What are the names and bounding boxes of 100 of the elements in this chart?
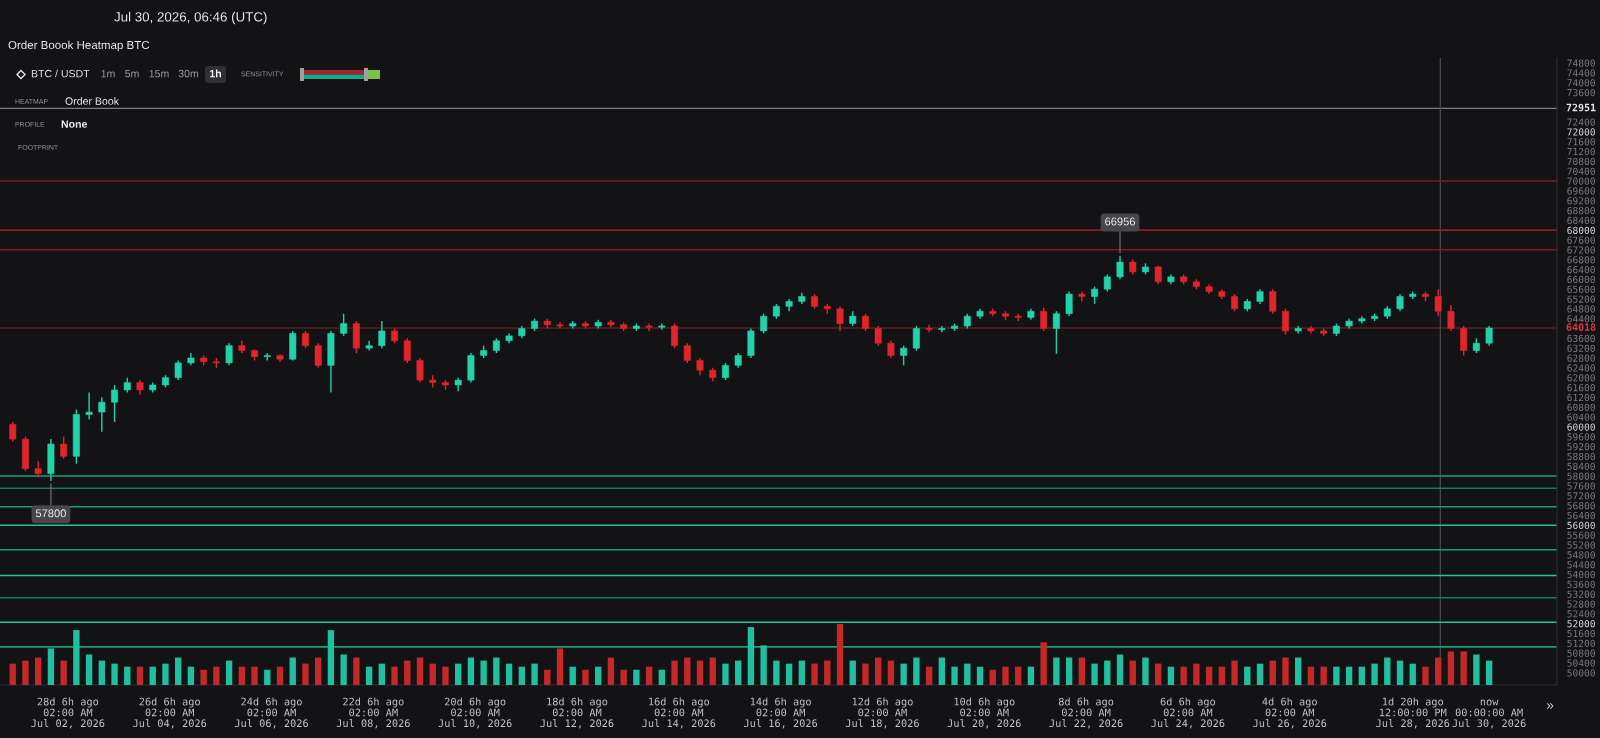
x-tick-label: 28d 6h ago 02:00 AM Jul 02, 2026 xyxy=(31,697,105,729)
bar xyxy=(340,654,347,685)
bar xyxy=(1065,657,1073,685)
bar xyxy=(1218,666,1226,685)
candlestick xyxy=(1269,288,1277,315)
y-tick-label: 65600 xyxy=(1567,285,1595,293)
y-tick-label: 68400 xyxy=(1567,216,1595,225)
y-tick-label: 66400 xyxy=(1567,266,1595,274)
bar xyxy=(1422,666,1429,685)
y-tick-label: 68000 xyxy=(1567,226,1595,234)
candlestick xyxy=(1052,310,1060,355)
bar xyxy=(289,657,296,685)
bar xyxy=(276,666,284,685)
bar xyxy=(1205,666,1213,685)
bar xyxy=(900,663,907,685)
bar xyxy=(467,657,475,685)
y-tick-label: 70000 xyxy=(1567,177,1595,185)
annotation: 66956 xyxy=(1105,217,1135,226)
ref-line-label: 72951 xyxy=(1566,103,1596,112)
y-tick-label: 70400 xyxy=(1567,167,1595,175)
y-tick-label: 61600 xyxy=(1567,384,1595,392)
bar xyxy=(875,657,882,685)
bar xyxy=(925,666,933,685)
bar xyxy=(162,663,169,685)
bar xyxy=(1307,666,1315,685)
candlestick xyxy=(378,320,386,349)
y-tick-label: 74000 xyxy=(1567,79,1595,87)
bar xyxy=(47,648,55,685)
candlestick xyxy=(60,435,68,460)
bar xyxy=(378,663,386,685)
candlestick xyxy=(1434,288,1442,317)
bar xyxy=(824,660,831,685)
y-tick-label: 65200 xyxy=(1567,295,1595,303)
bar xyxy=(1180,666,1187,685)
bar xyxy=(760,645,767,685)
annotation: 5m xyxy=(125,69,139,78)
y-tick-label: 51200 xyxy=(1567,639,1595,647)
bar xyxy=(391,666,398,685)
x-tick-label: 14d 6h ago 02:00 AM Jul 16, 2026 xyxy=(744,697,818,729)
y-tick-label: 66000 xyxy=(1567,275,1595,284)
bar xyxy=(887,660,895,685)
y-tick-label: 54000 xyxy=(1567,570,1595,579)
bar xyxy=(98,660,105,685)
y-tick-label: 63600 xyxy=(1567,334,1595,343)
bar xyxy=(798,660,806,685)
y-tick-label: 58400 xyxy=(1567,462,1595,470)
annotation: BTC / USDT xyxy=(31,69,90,78)
bar xyxy=(722,663,729,685)
x-tick-label: 22d 6h ago 02:00 AM Jul 08, 2026 xyxy=(336,697,410,729)
bar xyxy=(149,666,156,685)
y-tick-label: 60400 xyxy=(1567,413,1595,421)
x-tick-label: 4d 6h ago 02:00 AM Jul 26, 2026 xyxy=(1253,697,1327,729)
candlestick xyxy=(416,357,424,384)
bar xyxy=(1320,666,1327,685)
bar xyxy=(582,669,589,685)
bar xyxy=(989,669,996,685)
bar xyxy=(1002,666,1009,685)
y-tick-label: 70800 xyxy=(1567,157,1595,166)
candlestick xyxy=(34,460,42,478)
bar xyxy=(225,660,233,685)
bar xyxy=(404,660,411,685)
y-tick-label: 54400 xyxy=(1567,561,1595,569)
x-tick-label: 16d 6h ago 02:00 AM Jul 14, 2026 xyxy=(642,697,716,729)
y-tick-label: 54800 xyxy=(1567,551,1595,559)
y-tick-label: 74400 xyxy=(1567,69,1595,77)
candlestick xyxy=(314,342,322,369)
candlestick xyxy=(912,325,920,352)
bar xyxy=(1193,663,1200,685)
candlestick xyxy=(925,324,933,333)
bar xyxy=(429,663,436,685)
bar xyxy=(251,666,258,685)
bar xyxy=(1244,666,1251,685)
bar xyxy=(1295,657,1302,685)
y-tick-label: 59200 xyxy=(1567,443,1595,451)
bar xyxy=(1040,642,1047,685)
annotation: 30m xyxy=(178,69,199,78)
bar xyxy=(785,663,793,685)
bar xyxy=(773,660,780,685)
y-tick-label: 61200 xyxy=(1567,393,1595,402)
bar xyxy=(111,663,118,685)
bar xyxy=(22,660,29,685)
text: » xyxy=(1546,703,1554,709)
bar xyxy=(416,657,424,685)
bar xyxy=(1409,663,1416,685)
candlestick xyxy=(683,342,691,364)
x-tick-label: 12d 6h ago 02:00 AM Jul 18, 2026 xyxy=(845,697,919,729)
bar xyxy=(442,666,449,685)
bar xyxy=(35,657,42,685)
candlestick xyxy=(225,342,233,367)
bar xyxy=(556,648,564,685)
bar xyxy=(1167,666,1175,685)
bar xyxy=(1027,666,1035,685)
annotation: 1h xyxy=(210,69,222,78)
chart-subtitle: Jul 30, 2026, 06:46 (UTC) xyxy=(114,11,267,25)
candlestick xyxy=(403,337,411,364)
y-tick-label: 60000 xyxy=(1567,423,1595,431)
bar xyxy=(684,657,691,685)
y-tick-label: 64400 xyxy=(1567,315,1595,323)
bar xyxy=(645,666,653,685)
y-tick-label: 72000 xyxy=(1567,128,1595,136)
